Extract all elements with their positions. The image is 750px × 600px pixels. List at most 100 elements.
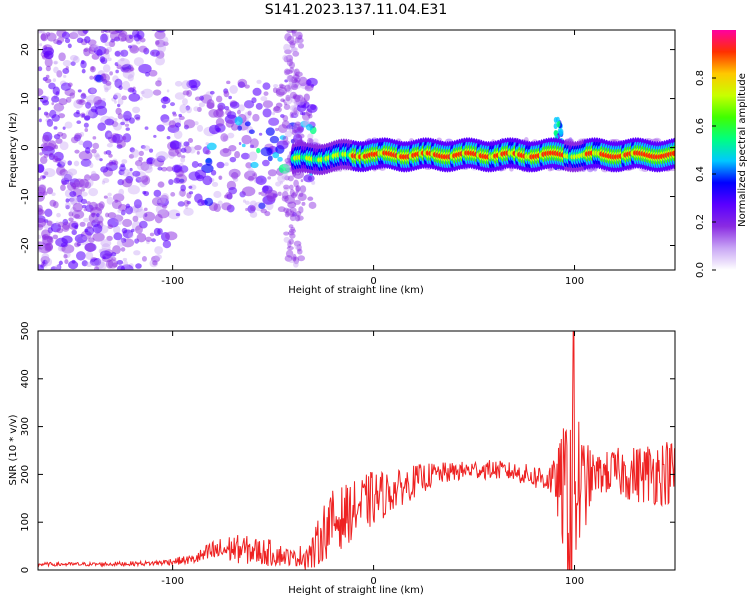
spectral-blob xyxy=(82,30,89,34)
spectral-blob xyxy=(205,142,210,146)
spectral-blob xyxy=(56,40,63,45)
spectral-blob xyxy=(125,127,130,131)
spectral-blob xyxy=(181,80,191,90)
spectral-blob xyxy=(45,257,53,267)
spectral-blob xyxy=(162,41,169,47)
colorbar-label: Normalized spectral amplitude xyxy=(737,73,748,227)
spectral-blob xyxy=(113,160,119,166)
spectral-blob xyxy=(282,135,289,142)
spectral-blob xyxy=(311,180,316,185)
spectral-blob xyxy=(258,202,266,209)
spectral-blob xyxy=(125,205,134,215)
spectral-blob xyxy=(131,149,140,158)
snr-y-label: SNR (10 * v/v) xyxy=(8,414,19,485)
spectral-blob xyxy=(255,175,267,186)
spectral-blob xyxy=(294,214,300,222)
spectral-blob xyxy=(120,49,129,57)
spectral-blob xyxy=(183,119,196,129)
spectral-blob xyxy=(68,211,74,217)
spectral-blob xyxy=(289,213,296,222)
spectral-blob xyxy=(62,60,72,67)
spectral-blob xyxy=(294,94,301,103)
spectral-blob xyxy=(58,98,68,106)
spectral-blob xyxy=(116,239,126,247)
spectral-blob xyxy=(182,98,188,106)
spectral-blob xyxy=(48,152,54,158)
spectral-blob xyxy=(74,149,80,154)
spectral-blob xyxy=(287,74,294,82)
spectral-blob xyxy=(86,94,99,104)
spectral-blob xyxy=(89,75,94,80)
spectral-blob xyxy=(193,106,200,112)
spectral-blob xyxy=(61,132,67,140)
spectral-blob xyxy=(155,40,160,45)
spectral-blob xyxy=(69,191,77,197)
spectral-blob xyxy=(205,150,211,155)
spectral-blob xyxy=(291,30,296,37)
spectral-blob xyxy=(99,250,112,260)
spectral-blob xyxy=(292,93,299,100)
spectral-blob xyxy=(294,121,301,126)
spectral-blob xyxy=(56,70,63,78)
spectral-blob xyxy=(64,251,71,259)
spectral-blob xyxy=(132,215,139,223)
spectral-blob xyxy=(72,55,80,64)
spectral-blob xyxy=(72,185,77,189)
spectral-blob xyxy=(138,156,143,162)
spectral-blob xyxy=(252,113,260,122)
spectral-blob xyxy=(107,192,112,197)
spectral-blob xyxy=(73,178,85,188)
spectral-blob xyxy=(136,233,147,243)
spectral-blob xyxy=(43,153,49,158)
spectral-blob xyxy=(198,102,206,108)
spectral-blob xyxy=(64,202,71,210)
spectral-blob xyxy=(256,147,261,154)
spectral-blob xyxy=(40,156,48,164)
spectral-blob xyxy=(115,69,119,74)
spectral-blob xyxy=(134,160,143,167)
x-tick-label: -100 xyxy=(161,576,184,587)
spectral-blob xyxy=(289,207,297,214)
spectral-blob xyxy=(250,161,259,169)
spectral-blob xyxy=(174,92,186,100)
spectral-blob xyxy=(284,130,293,138)
spectral-blob xyxy=(67,160,72,166)
spectral-blob xyxy=(284,69,293,75)
spectral-blob xyxy=(297,43,305,49)
spectral-blob xyxy=(118,30,128,38)
spectral-blob xyxy=(183,124,189,130)
spectral-blob xyxy=(284,211,290,218)
spectral-blob xyxy=(308,201,317,209)
spectral-blob xyxy=(64,121,73,129)
spectral-blob xyxy=(84,174,91,181)
spectral-blob xyxy=(88,237,95,243)
spectral-blob xyxy=(107,132,114,138)
spectral-blob xyxy=(220,133,229,142)
spectral-blob xyxy=(289,232,296,239)
spectral-blob xyxy=(135,176,142,183)
spectral-blob xyxy=(194,169,207,179)
spectral-blob xyxy=(81,191,88,197)
spectral-blob xyxy=(107,224,113,230)
spectral-blob xyxy=(114,62,119,66)
spectral-blob xyxy=(113,122,122,131)
spectral-blob xyxy=(295,133,301,139)
spectral-blob xyxy=(247,168,255,177)
spectral-blob xyxy=(89,65,96,73)
spectral-blob xyxy=(310,84,315,88)
spectral-blob xyxy=(293,107,298,116)
spectral-blob xyxy=(89,258,100,266)
spectral-blob xyxy=(287,84,295,90)
spectral-blob xyxy=(56,212,61,218)
spectral-blob xyxy=(209,90,215,95)
spectral-blob xyxy=(50,222,62,233)
spectral-blob xyxy=(285,208,292,216)
spectral-blob xyxy=(38,118,42,123)
spectral-blob xyxy=(117,98,124,106)
spectral-blob xyxy=(39,43,43,47)
spectral-blob xyxy=(173,177,181,184)
x-tick-label: 100 xyxy=(565,276,584,287)
spectral-blob xyxy=(103,195,108,199)
spectral-blob xyxy=(91,148,97,154)
spectral-blob xyxy=(57,36,65,44)
